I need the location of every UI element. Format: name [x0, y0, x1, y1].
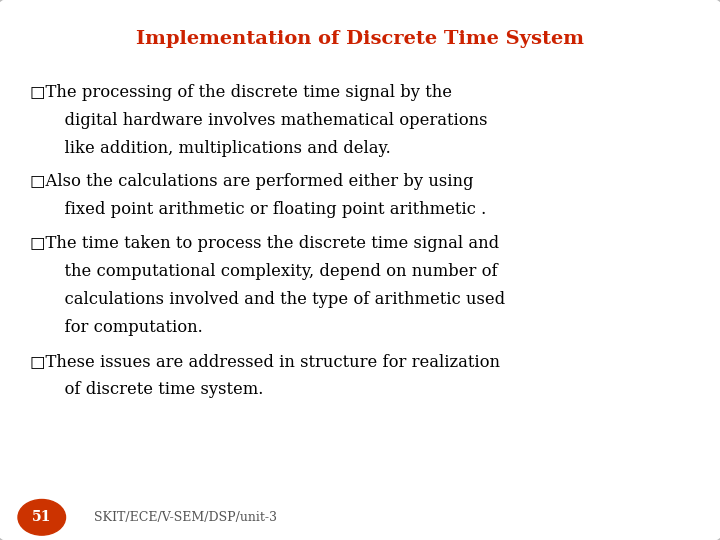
Text: digital hardware involves mathematical operations: digital hardware involves mathematical o…	[54, 112, 487, 129]
Text: SKIT/ECE/V-SEM/DSP/unit-3: SKIT/ECE/V-SEM/DSP/unit-3	[94, 511, 276, 524]
Text: □Also the calculations are performed either by using: □Also the calculations are performed eit…	[30, 173, 474, 190]
Circle shape	[18, 500, 66, 535]
Text: calculations involved and the type of arithmetic used: calculations involved and the type of ar…	[54, 291, 505, 308]
Text: like addition, multiplications and delay.: like addition, multiplications and delay…	[54, 140, 391, 157]
Text: for computation.: for computation.	[54, 319, 203, 336]
Text: the computational complexity, depend on number of: the computational complexity, depend on …	[54, 263, 498, 280]
Text: □These issues are addressed in structure for realization: □These issues are addressed in structure…	[30, 353, 500, 369]
Text: of discrete time system.: of discrete time system.	[54, 381, 264, 397]
Text: □The time taken to process the discrete time signal and: □The time taken to process the discrete …	[30, 235, 500, 252]
Text: 51: 51	[32, 510, 51, 524]
Text: □The processing of the discrete time signal by the: □The processing of the discrete time sig…	[30, 84, 452, 100]
Text: Implementation of Discrete Time System: Implementation of Discrete Time System	[136, 30, 584, 48]
Text: fixed point arithmetic or floating point arithmetic .: fixed point arithmetic or floating point…	[54, 201, 486, 218]
